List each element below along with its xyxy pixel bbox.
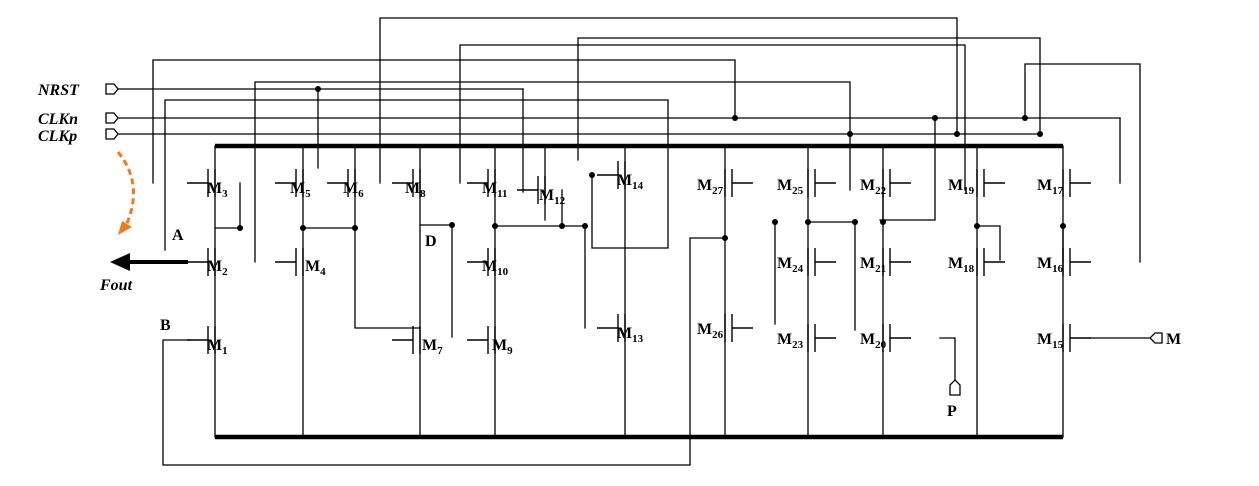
- junction-dot: [954, 131, 960, 137]
- junction-dot: [1022, 115, 1028, 121]
- transistor-label: M2: [207, 258, 228, 278]
- port-p-label: P: [947, 403, 957, 420]
- transistor-label: M6: [343, 180, 364, 200]
- junction-dot: [589, 172, 595, 178]
- junction-dot: [722, 235, 728, 241]
- transistor-label: M7: [422, 337, 443, 357]
- transistor-m17: M17: [1037, 169, 1091, 197]
- transistor-label: M27: [697, 177, 724, 197]
- transistor-m4: M4: [275, 248, 326, 278]
- transistor-m24: M24: [777, 248, 836, 276]
- transistor-label: M4: [305, 258, 326, 278]
- clkp-port: [105, 128, 119, 140]
- junction-dot: [932, 115, 938, 121]
- junction-dot: [559, 223, 565, 229]
- transistor-label: M21: [860, 255, 886, 275]
- junction-dot: [300, 225, 306, 231]
- junction-dot: [732, 115, 738, 121]
- transistor-label: M1: [207, 337, 228, 357]
- node-b-label: B: [160, 317, 171, 334]
- junction-dot: [237, 225, 243, 231]
- clkn-label: CLKn: [38, 111, 78, 128]
- transistor-m2: M2: [187, 248, 228, 278]
- transistor-label: M8: [405, 180, 426, 200]
- transistor-m25: M25: [777, 169, 836, 197]
- transistor-m15: M15: [1037, 324, 1091, 352]
- transistor-label: M14: [617, 172, 644, 192]
- junction-dot: [880, 219, 886, 225]
- transistor-label: M10: [482, 258, 509, 278]
- node-d-label: D: [425, 233, 437, 250]
- transistor-label: M23: [777, 331, 804, 351]
- junction-dot: [582, 223, 588, 229]
- transistor-m5: M5: [275, 169, 311, 200]
- transistor-label: M9: [492, 337, 513, 357]
- transistor-m23: M23: [777, 324, 836, 352]
- transistor-m12: M12: [517, 176, 566, 207]
- transistor-m22: M22: [860, 169, 911, 197]
- transistor-m13: M13: [597, 314, 644, 345]
- m-port: [1149, 332, 1163, 344]
- nrst-port: [105, 83, 119, 95]
- transistor-label: M12: [539, 187, 566, 207]
- transistor-m27: M27: [697, 169, 753, 197]
- transistor-label: M18: [948, 255, 975, 275]
- transistor-label: M17: [1037, 177, 1064, 197]
- junction-dot: [974, 223, 980, 229]
- transistor-m11: M11: [467, 169, 508, 200]
- junction-dot: [352, 225, 358, 231]
- transistor-label: M22: [860, 177, 887, 197]
- node-a-label: A: [172, 227, 184, 244]
- fout-label: Fout: [99, 277, 133, 294]
- dashed-hint-arrow: [116, 151, 135, 229]
- junction-dot: [492, 223, 498, 229]
- transistor-label: M3: [207, 180, 228, 200]
- transistor-m20: M20: [860, 324, 911, 352]
- nrst-label: NRST: [37, 82, 80, 99]
- transistor-m10: M10: [467, 248, 509, 278]
- transistor-label: M16: [1037, 255, 1064, 275]
- transistor-label: M11: [482, 180, 508, 200]
- transistor-m14: M14: [597, 161, 644, 192]
- transistor-group: M3 M2 M1 M5 M4 M6 M8 M7 M11 M10 M9 M12 M14 M13 M27 M26 M…: [187, 161, 1091, 357]
- junction-dots: [237, 86, 1066, 241]
- clkn-port: [105, 112, 119, 124]
- transistor-m26: M26: [697, 314, 753, 342]
- transistor-label: M19: [948, 177, 975, 197]
- clkp-label: CLKp: [38, 128, 77, 145]
- transistor-m9: M9: [467, 326, 513, 357]
- transistor-label: M25: [777, 177, 804, 197]
- junction-dot: [315, 86, 321, 92]
- transistor-label: M20: [860, 331, 887, 351]
- junction-dot: [805, 219, 811, 225]
- transistor-label: M15: [1037, 331, 1064, 351]
- transistor-m18: M18: [948, 248, 1005, 276]
- junction-dot: [772, 219, 778, 225]
- transistor-m7: M7: [392, 326, 443, 357]
- transistor-m6: M6: [327, 169, 364, 200]
- junction-dot: [852, 219, 858, 225]
- junction-dot: [1060, 223, 1066, 229]
- junction-dot: [847, 131, 853, 137]
- junction-dot: [1037, 131, 1043, 137]
- transistor-m3: M3: [187, 169, 228, 200]
- transistor-m19: M19: [948, 169, 1005, 197]
- transistor-label: M13: [617, 325, 644, 345]
- transistor-m8: M8: [392, 169, 426, 200]
- transistor-label: M26: [697, 321, 724, 341]
- transistor-label: M5: [290, 180, 311, 200]
- port-m-label: M: [1166, 331, 1181, 348]
- transistor-label: M24: [777, 255, 804, 275]
- transistor-m1: M1: [187, 326, 228, 357]
- junction-dot: [449, 222, 455, 228]
- p-port: [949, 379, 961, 396]
- transistor-m21: M21: [860, 248, 911, 276]
- transistor-m16: M16: [1037, 248, 1091, 276]
